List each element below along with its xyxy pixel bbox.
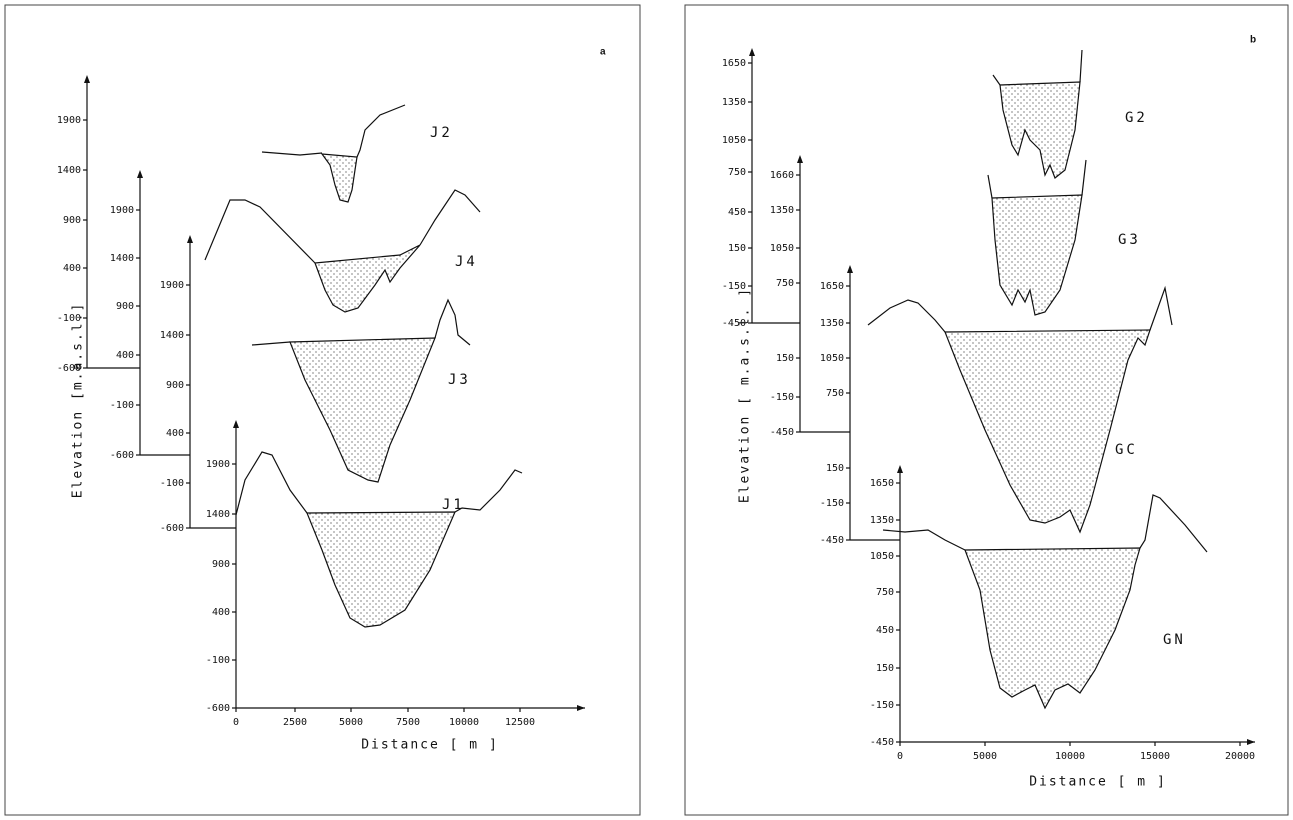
y-tick-label: 150	[876, 663, 894, 674]
axis-arrow	[797, 155, 803, 163]
panel-frame	[684, 4, 1289, 816]
x-tick-label: 5000	[973, 751, 997, 762]
x-tick-label: 12500	[505, 717, 535, 728]
y-tick-label: 150	[728, 243, 746, 254]
y-tick-label: 1400	[160, 330, 184, 341]
y-tick-label: 1050	[770, 243, 794, 254]
y-tick-label: 1350	[820, 318, 844, 329]
axis-arrow	[749, 48, 755, 56]
x-tick-label: 10000	[449, 717, 479, 728]
y-tick-label: -450	[820, 535, 844, 546]
y-tick-label: -100	[110, 400, 134, 411]
y-tick-label: 900	[166, 380, 184, 391]
y-tick-label: -100	[206, 655, 230, 666]
y-tick-label: -150	[722, 281, 746, 292]
y-tick-label: 1350	[770, 205, 794, 216]
x-tick-label: 10000	[1055, 751, 1085, 762]
y-tick-label: 1900	[110, 205, 134, 216]
x-axis-label: Distance [ m ]	[361, 738, 499, 753]
y-tick-label: 400	[116, 350, 134, 361]
panel-label: b	[1250, 35, 1256, 46]
x-tick-label: 7500	[396, 717, 420, 728]
y-tick-label: 900	[212, 559, 230, 570]
x-tick-label: 2500	[283, 717, 307, 728]
x-tick-label: 5000	[339, 717, 363, 728]
y-tick-label: 1350	[870, 515, 894, 526]
y-tick-label: 450	[876, 625, 894, 636]
y-tick-label: -150	[770, 392, 794, 403]
profile-name: G3	[1118, 232, 1141, 248]
profile-name: J1	[442, 497, 465, 513]
y-tick-label: 1350	[722, 97, 746, 108]
y-tick-label: -600	[57, 363, 81, 374]
y-tick-label: 150	[776, 353, 794, 364]
axis-arrow	[187, 235, 193, 243]
y-tick-label: 1900	[206, 459, 230, 470]
axis-arrow	[897, 465, 903, 473]
y-tick-label: 450	[728, 207, 746, 218]
axis-arrow	[137, 170, 143, 178]
y-tick-label: 900	[63, 215, 81, 226]
y-tick-label: -600	[206, 703, 230, 714]
axis-arrow	[233, 420, 239, 428]
y-tick-label: 750	[826, 388, 844, 399]
y-tick-label: 400	[166, 428, 184, 439]
y-tick-label: 1900	[160, 280, 184, 291]
x-tick-label: 0	[897, 751, 903, 762]
x-tick-label: 15000	[1140, 751, 1170, 762]
y-tick-label: 1050	[870, 551, 894, 562]
axis-arrow	[847, 265, 853, 273]
x-axis-label: Distance [ m ]	[1029, 775, 1167, 790]
y-tick-label: 900	[116, 301, 134, 312]
y-tick-label: -450	[770, 427, 794, 438]
y-tick-label: 1400	[110, 253, 134, 264]
axis-arrow	[577, 705, 585, 711]
y-tick-label: 1660	[770, 170, 794, 181]
axis-arrow	[84, 75, 90, 83]
y-axis-label: Elevation [ m.a.s.l. ]	[738, 287, 753, 503]
y-tick-label: 1650	[722, 58, 746, 69]
profile-name: GN	[1163, 632, 1186, 648]
y-tick-label: 150	[826, 463, 844, 474]
y-tick-label: -150	[820, 498, 844, 509]
y-tick-label: 400	[63, 263, 81, 274]
x-tick-label: 0	[233, 717, 239, 728]
y-tick-label: -100	[57, 313, 81, 324]
y-tick-label: 1400	[206, 509, 230, 520]
y-tick-label: 1650	[870, 478, 894, 489]
y-tick-label: 750	[728, 167, 746, 178]
profile-name: J3	[448, 372, 471, 388]
y-tick-label: 1650	[820, 281, 844, 292]
y-tick-label: 750	[776, 278, 794, 289]
panel-label: a	[600, 47, 606, 58]
y-tick-label: 1050	[820, 353, 844, 364]
panel-frame	[4, 4, 641, 816]
y-tick-label: -150	[870, 700, 894, 711]
y-tick-label: -600	[160, 523, 184, 534]
profile-name: GC	[1115, 442, 1138, 458]
axis-arrow	[1247, 739, 1255, 745]
profile-name: G2	[1125, 110, 1148, 126]
y-tick-label: -450	[870, 737, 894, 748]
profiles	[204, 49, 1208, 710]
y-tick-label: 400	[212, 607, 230, 618]
y-tick-label: 1900	[57, 115, 81, 126]
profile-name: J2	[430, 125, 453, 141]
y-tick-label: -450	[722, 318, 746, 329]
profile-name: J4	[455, 254, 478, 270]
y-axis-label: Elevation [m.a.s.l.]	[71, 302, 86, 499]
y-tick-label: 1050	[722, 135, 746, 146]
y-tick-label: -100	[160, 478, 184, 489]
y-tick-label: 1400	[57, 165, 81, 176]
y-tick-label: 750	[876, 587, 894, 598]
y-tick-label: -600	[110, 450, 134, 461]
x-tick-label: 20000	[1225, 751, 1255, 762]
